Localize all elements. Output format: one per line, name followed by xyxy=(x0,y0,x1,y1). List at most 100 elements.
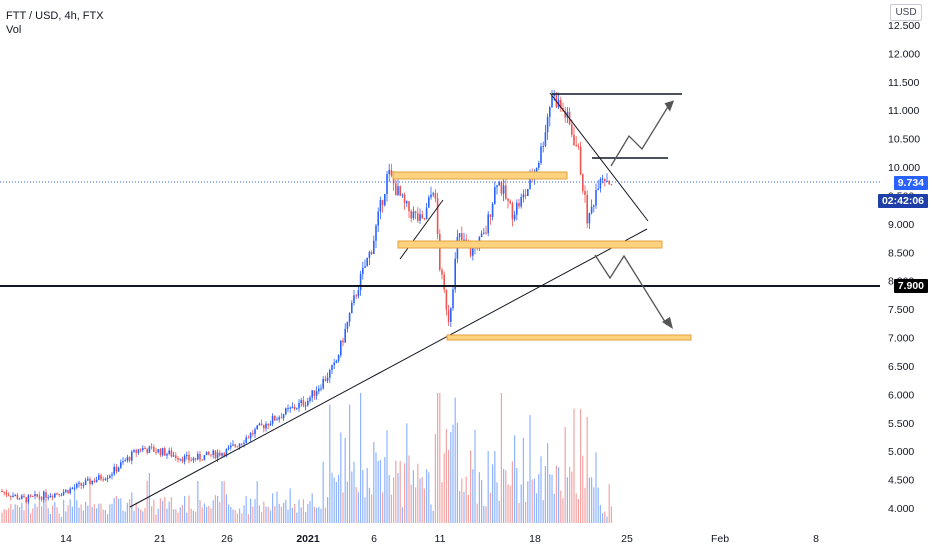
volume-bar xyxy=(604,511,606,523)
volume-bar xyxy=(465,476,467,523)
candle-body xyxy=(593,205,595,207)
volume-bar xyxy=(109,504,111,523)
candle-body xyxy=(124,460,126,462)
candle-body xyxy=(599,179,602,189)
zone-lower[interactable] xyxy=(446,334,692,341)
candle-body xyxy=(524,194,527,196)
volume-bar xyxy=(575,493,577,523)
volume-bar xyxy=(360,393,362,523)
volume-bar xyxy=(76,500,78,523)
volume-bar xyxy=(214,495,216,523)
volume-bar xyxy=(518,503,520,523)
volume-bar xyxy=(553,493,555,523)
candle-body xyxy=(1,490,3,492)
candle-body xyxy=(535,167,538,172)
volume-bar xyxy=(164,497,166,523)
candle-body xyxy=(177,457,179,460)
volume-bar xyxy=(421,477,423,523)
volume-bar xyxy=(401,507,403,523)
candle-body xyxy=(463,239,465,241)
volume-bar xyxy=(527,481,529,523)
candle-body xyxy=(65,489,67,492)
volume-bar xyxy=(124,511,126,523)
candle-body xyxy=(298,402,300,409)
volume-bar xyxy=(184,496,186,523)
minor-trendline[interactable] xyxy=(399,199,444,260)
bullish-path[interactable] xyxy=(610,104,670,167)
volume-bar xyxy=(503,468,505,523)
candle-body xyxy=(307,400,309,406)
candle-body xyxy=(148,446,151,453)
candle-body xyxy=(115,466,118,472)
volume-bar xyxy=(364,497,366,523)
volume-bar xyxy=(412,470,414,523)
currency-button[interactable]: USD xyxy=(890,4,922,21)
volume-bar xyxy=(384,457,386,523)
volume-bar xyxy=(256,481,258,523)
volume-bar xyxy=(168,501,170,523)
volume-bar xyxy=(78,507,80,523)
candle-body xyxy=(32,495,34,497)
bearish-path[interactable] xyxy=(594,254,668,326)
candle-body xyxy=(91,480,93,484)
candle-body xyxy=(509,200,511,204)
candle-body xyxy=(423,218,426,220)
candle-body xyxy=(135,450,137,453)
volume-bar xyxy=(379,459,381,523)
candle-body xyxy=(432,193,434,195)
zone-middle[interactable] xyxy=(397,240,663,249)
candle-body xyxy=(249,433,252,439)
volume-bar xyxy=(599,504,601,523)
candle-body xyxy=(232,444,234,446)
candle-body xyxy=(111,474,113,476)
candle-body xyxy=(183,455,186,462)
volume-bar xyxy=(441,482,443,523)
volume-bar xyxy=(569,466,571,523)
level-tag: 7.900 xyxy=(893,279,928,293)
candle-body xyxy=(403,194,406,204)
volume-bar xyxy=(417,463,419,523)
volume-bar xyxy=(89,482,91,523)
volume-bar xyxy=(316,507,318,523)
candle-body xyxy=(175,455,177,458)
candle-body xyxy=(146,449,148,453)
drawings[interactable] xyxy=(0,92,880,508)
candle-body xyxy=(485,232,487,234)
zone-upper[interactable] xyxy=(392,171,568,180)
candle-body xyxy=(337,355,340,361)
volume-bar xyxy=(549,474,551,523)
volume-bar xyxy=(529,414,531,523)
falling-trendline[interactable] xyxy=(549,92,649,222)
candle-body xyxy=(564,110,566,118)
candle-body xyxy=(131,451,133,461)
volume-bar xyxy=(419,478,421,523)
volume-bar xyxy=(573,408,575,523)
volume-bar xyxy=(430,504,432,523)
candle-body xyxy=(421,214,423,219)
candle-body xyxy=(117,467,120,472)
candle-body xyxy=(399,186,401,196)
candle-body xyxy=(566,111,569,118)
candle-body xyxy=(507,198,509,201)
candle-body xyxy=(227,447,230,450)
volume-bar xyxy=(388,475,390,523)
volume-bar xyxy=(118,498,120,523)
candle-body xyxy=(82,485,85,487)
volume-bar xyxy=(564,427,566,523)
candle-body xyxy=(100,475,102,480)
candle-body xyxy=(267,423,269,426)
candle-body xyxy=(216,452,219,458)
volume-bar xyxy=(179,507,181,523)
candle-body xyxy=(516,202,518,215)
volume-bar xyxy=(173,509,175,523)
volume-bar xyxy=(232,509,234,523)
volume-bar xyxy=(467,494,469,523)
rising-trendline[interactable] xyxy=(129,228,648,508)
volume-bar xyxy=(278,503,280,523)
candle-body xyxy=(469,245,472,256)
candle-body xyxy=(238,443,241,447)
x-tick-label: 6 xyxy=(371,533,377,545)
candle-body xyxy=(27,495,30,503)
